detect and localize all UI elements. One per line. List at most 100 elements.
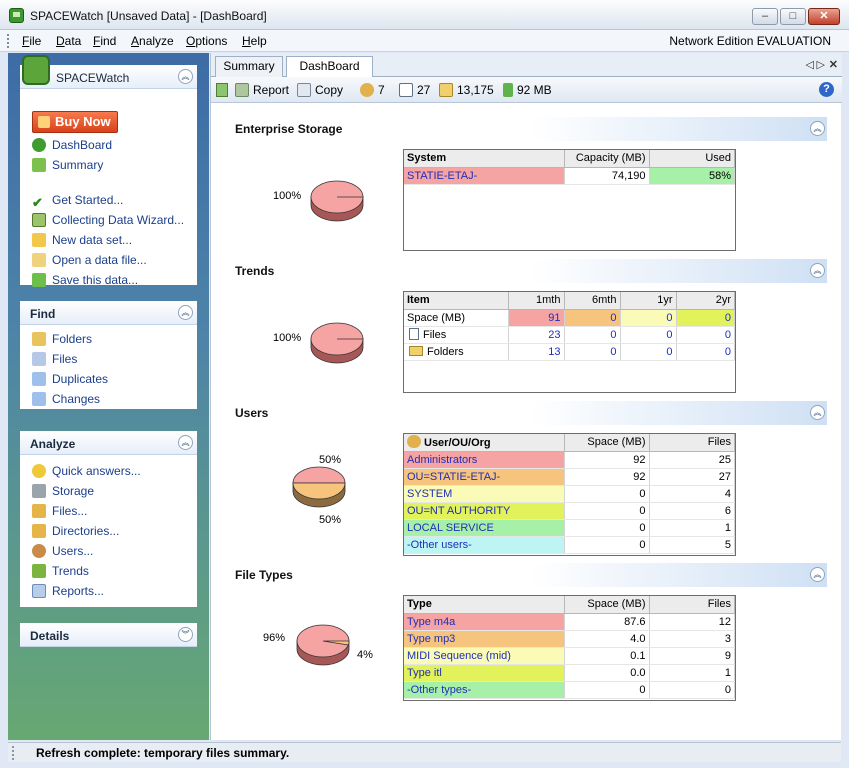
link-open-data-file[interactable]: Open a data file... — [32, 253, 147, 271]
link-save-data[interactable]: Save this data... — [32, 273, 138, 291]
table-row[interactable]: LOCAL SERVICE 0 1 — [404, 519, 735, 537]
cell-type[interactable]: Type m4a — [404, 613, 565, 631]
col-header[interactable]: 1mth — [508, 292, 565, 310]
col-header[interactable]: Used — [649, 150, 735, 168]
col-header[interactable]: Item — [404, 292, 509, 310]
link-trends[interactable]: Trends — [32, 564, 89, 582]
link-folders[interactable]: Folders — [32, 332, 92, 350]
expand-down-icon[interactable]: ︾ — [178, 627, 193, 642]
copy-button[interactable]: Copy — [297, 83, 343, 97]
link-summary[interactable]: Summary — [32, 158, 103, 176]
cell-value: 0 — [564, 326, 621, 344]
link-users[interactable]: Users... — [32, 544, 93, 562]
table-row[interactable]: -Other users- 0 5 — [404, 536, 735, 554]
menu-find[interactable]: Find — [93, 34, 117, 48]
maximize-button[interactable]: □ — [780, 8, 806, 25]
link-collecting-wizard[interactable]: Collecting Data Wizard... — [32, 213, 184, 231]
col-header[interactable]: System — [404, 150, 565, 168]
menu-grip[interactable] — [7, 34, 10, 48]
col-header[interactable]: 1yr — [620, 292, 677, 310]
table-row[interactable]: Files 23 0 0 0 — [404, 326, 735, 344]
files-count[interactable]: 27 — [399, 83, 430, 97]
close-button[interactable]: ✕ — [808, 8, 840, 25]
col-header[interactable]: Files — [649, 596, 735, 614]
col-header[interactable]: Space (MB) — [564, 434, 650, 452]
col-header[interactable]: Capacity (MB) — [564, 150, 650, 168]
collapse-up-icon[interactable]: ︽ — [178, 69, 193, 84]
link-get-started[interactable]: ✔ Get Started... — [32, 193, 123, 211]
cell-user[interactable]: LOCAL SERVICE — [404, 519, 565, 537]
tab-summary[interactable]: Summary — [215, 56, 283, 77]
tab-dashboard[interactable]: DashBoard — [286, 56, 373, 78]
trends-pie-chart — [310, 322, 364, 364]
table-row[interactable]: STATIE-ETAJ- 74,190 58% — [404, 167, 735, 185]
collapse-up-icon[interactable]: ︽ — [178, 435, 193, 450]
link-changes[interactable]: Changes — [32, 392, 100, 410]
collapse-up-icon[interactable]: ︽ — [810, 405, 825, 420]
col-header[interactable]: 6mth — [564, 292, 621, 310]
cell-system[interactable]: STATIE-ETAJ- — [404, 167, 565, 185]
cell-user[interactable]: OU=STATIE-ETAJ- — [404, 468, 565, 486]
size-total[interactable]: 92 MB — [503, 83, 552, 97]
link-new-data-set[interactable]: New data set... — [32, 233, 132, 251]
collapse-up-icon[interactable]: ︽ — [178, 305, 193, 320]
menu-analyze[interactable]: Analyze — [131, 34, 174, 48]
table-row[interactable]: OU=STATIE-ETAJ- 92 27 — [404, 468, 735, 486]
table-row[interactable]: Space (MB) 91 0 0 0 — [404, 309, 735, 327]
collapse-up-icon[interactable]: ︽ — [810, 567, 825, 582]
tab-prev-icon[interactable]: ◁ — [805, 59, 814, 71]
table-row[interactable]: Type m4a 87.6 12 — [404, 613, 735, 631]
cell-item[interactable]: Space (MB) — [404, 309, 509, 327]
col-header[interactable]: User/OU/Org — [404, 434, 565, 452]
link-storage[interactable]: Storage — [32, 484, 94, 502]
cell-user[interactable]: -Other users- — [404, 536, 565, 554]
users-count-value: 7 — [378, 83, 385, 97]
link-quick-answers[interactable]: Quick answers... — [32, 464, 141, 482]
link-directories[interactable]: Directories... — [32, 524, 119, 542]
table-row[interactable]: Administrators 92 25 — [404, 451, 735, 469]
find-group-header[interactable]: Find ︽ — [20, 301, 197, 325]
refresh-icon[interactable] — [216, 83, 228, 97]
menu-data[interactable]: Data — [56, 34, 82, 48]
buy-now-button[interactable]: Buy Now — [32, 111, 118, 133]
folders-count[interactable]: 13,175 — [439, 83, 494, 97]
menu-file[interactable]: File — [22, 34, 42, 48]
table-row[interactable]: SYSTEM 0 4 — [404, 485, 735, 503]
tab-next-icon[interactable]: ▷ — [816, 59, 825, 71]
cell-type[interactable]: Type mp3 — [404, 630, 565, 648]
report-button[interactable]: Report — [235, 83, 289, 97]
cell-type[interactable]: -Other types- — [404, 681, 565, 699]
col-header[interactable]: Space (MB) — [564, 596, 650, 614]
table-row[interactable]: Type itl 0.0 1 — [404, 664, 735, 682]
table-row[interactable]: -Other types- 0 0 — [404, 681, 735, 699]
table-row[interactable]: OU=NT AUTHORITY 0 6 — [404, 502, 735, 520]
table-row[interactable]: Type mp3 4.0 3 — [404, 630, 735, 648]
collapse-up-icon[interactable]: ︽ — [810, 263, 825, 278]
minimize-button[interactable]: – — [752, 8, 778, 25]
link-reports[interactable]: Reports... — [32, 584, 104, 602]
cell-user[interactable]: SYSTEM — [404, 485, 565, 503]
cell-user[interactable]: Administrators — [404, 451, 565, 469]
col-header[interactable]: Type — [404, 596, 565, 614]
cell-type[interactable]: Type itl — [404, 664, 565, 682]
users-count[interactable]: 7 — [360, 83, 385, 97]
cell-item[interactable]: Folders — [404, 343, 509, 361]
details-group-header[interactable]: Details ︾ — [20, 623, 197, 647]
link-files[interactable]: Files — [32, 352, 77, 370]
col-header[interactable]: Files — [649, 434, 735, 452]
collapse-up-icon[interactable]: ︽ — [810, 121, 825, 136]
menu-help[interactable]: Help — [242, 34, 267, 48]
col-header[interactable]: 2yr — [676, 292, 735, 310]
analyze-group-header[interactable]: Analyze ︽ — [20, 431, 197, 455]
help-icon[interactable]: ? — [819, 82, 834, 97]
link-duplicates[interactable]: Duplicates — [32, 372, 108, 390]
tab-close-icon[interactable]: ✕ — [828, 59, 838, 71]
cell-type[interactable]: MIDI Sequence (mid) — [404, 647, 565, 665]
menu-options[interactable]: Options — [186, 34, 228, 48]
table-row[interactable]: Folders 13 0 0 0 — [404, 343, 735, 361]
cell-user[interactable]: OU=NT AUTHORITY — [404, 502, 565, 520]
link-dashboard[interactable]: DashBoard — [32, 138, 112, 156]
cell-item[interactable]: Files — [404, 326, 509, 344]
table-row[interactable]: MIDI Sequence (mid) 0.1 9 — [404, 647, 735, 665]
link-analyze-files[interactable]: Files... — [32, 504, 87, 522]
